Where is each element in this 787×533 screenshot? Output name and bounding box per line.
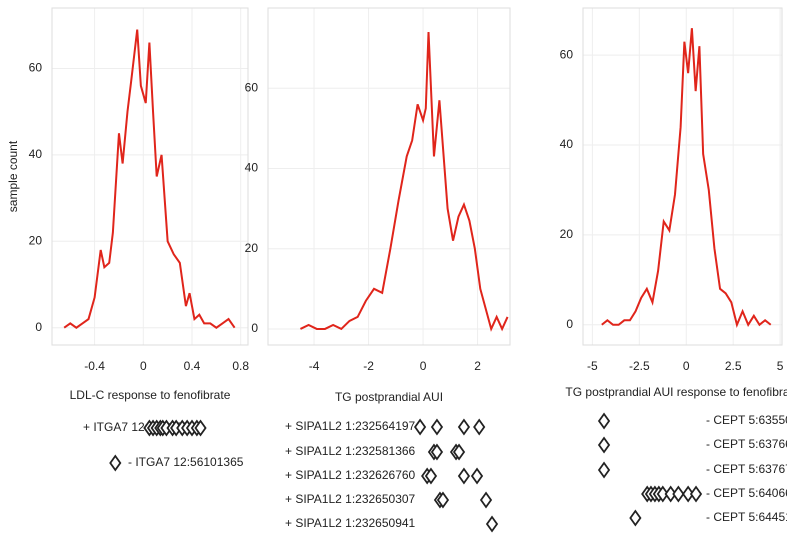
- snp-diamond: [597, 461, 611, 479]
- snp-label: - CEPT 5:644511: [706, 510, 787, 524]
- snp-diamond: [485, 515, 499, 533]
- line: [601, 28, 772, 328]
- snp-label: + SIPA1L2 1:232650307: [285, 492, 416, 506]
- y-tick-label: 60: [245, 80, 259, 94]
- snp-diamond: [672, 485, 685, 503]
- snp-label: - CEPT 5:637673: [706, 462, 787, 476]
- line: [299, 32, 509, 332]
- snp-diamond: [109, 454, 122, 472]
- snp-diamond: [689, 485, 703, 503]
- snp-label: - ITGA7 12:56101365: [128, 455, 244, 469]
- snp-label: + SIPA1L2 1:232650941: [285, 516, 416, 530]
- snp-label: - CEPT 5:637668: [706, 437, 787, 451]
- snp-diamond: [597, 436, 611, 454]
- x-tick-label: -5: [587, 359, 598, 373]
- snp-label: + SIPA1L2 1:232626760: [285, 468, 416, 482]
- x-tick-label: 0: [140, 359, 147, 373]
- y-tick-label: 40: [29, 147, 43, 161]
- x-tick-label: 0: [683, 359, 690, 373]
- snp-diamond: [194, 419, 207, 437]
- x-tick-label: 0.8: [232, 359, 249, 373]
- x-axis-title: LDL-C response to fenofibrate: [70, 388, 231, 402]
- snp-label: + SIPA1L2 1:232564197: [285, 419, 416, 433]
- y-tick-label: 60: [29, 61, 43, 75]
- y-tick-label: 20: [245, 241, 259, 255]
- x-tick-label: -2: [363, 359, 374, 373]
- x-tick-label: 0: [420, 359, 427, 373]
- y-axis-title: sample count: [6, 140, 20, 212]
- y-tick-label: 20: [560, 227, 574, 241]
- x-axis-title: TG postprandial AUI: [335, 390, 443, 404]
- snp-diamond: [430, 443, 444, 461]
- snp-diamond: [436, 491, 450, 509]
- y-tick-label: 0: [566, 317, 573, 331]
- snp-diamond: [413, 418, 427, 436]
- snp-diamond: [629, 509, 642, 527]
- snp-diamond: [457, 467, 471, 485]
- x-tick-label: 2: [474, 359, 481, 373]
- x-tick-label: -2.5: [629, 359, 650, 373]
- snp-diamond: [424, 467, 438, 485]
- y-tick-label: 40: [245, 161, 259, 175]
- snp-diamond: [479, 491, 493, 509]
- snp-label: + SIPA1L2 1:232581366: [285, 444, 416, 458]
- snp-diamond: [470, 467, 484, 485]
- snp-diamond: [452, 443, 466, 461]
- snp-diamond: [430, 418, 444, 436]
- snp-diamond: [597, 412, 611, 430]
- x-axis-title: TG postprandial AUI response to fenofibr…: [565, 385, 787, 399]
- x-tick-label: 5: [777, 359, 784, 373]
- x-tick-label: 2.5: [725, 359, 742, 373]
- x-tick-label: -0.4: [84, 359, 105, 373]
- plot-frame: [267, 7, 511, 346]
- snp-label: - CEPT 5:635508: [706, 413, 787, 427]
- line: [63, 29, 236, 329]
- y-tick-label: 0: [35, 320, 42, 334]
- snp-diamond: [457, 418, 471, 436]
- snp-diamond: [473, 418, 486, 436]
- plot-frame: [582, 7, 783, 346]
- plot-frame: [51, 7, 249, 346]
- snp-label: - CEPT 5:640669: [706, 486, 787, 500]
- y-tick-label: 20: [29, 233, 43, 247]
- y-tick-label: 60: [560, 47, 574, 61]
- x-tick-label: -4: [309, 359, 320, 373]
- y-tick-label: 0: [251, 321, 258, 335]
- y-tick-label: 40: [560, 137, 574, 151]
- x-tick-label: 0.4: [184, 359, 201, 373]
